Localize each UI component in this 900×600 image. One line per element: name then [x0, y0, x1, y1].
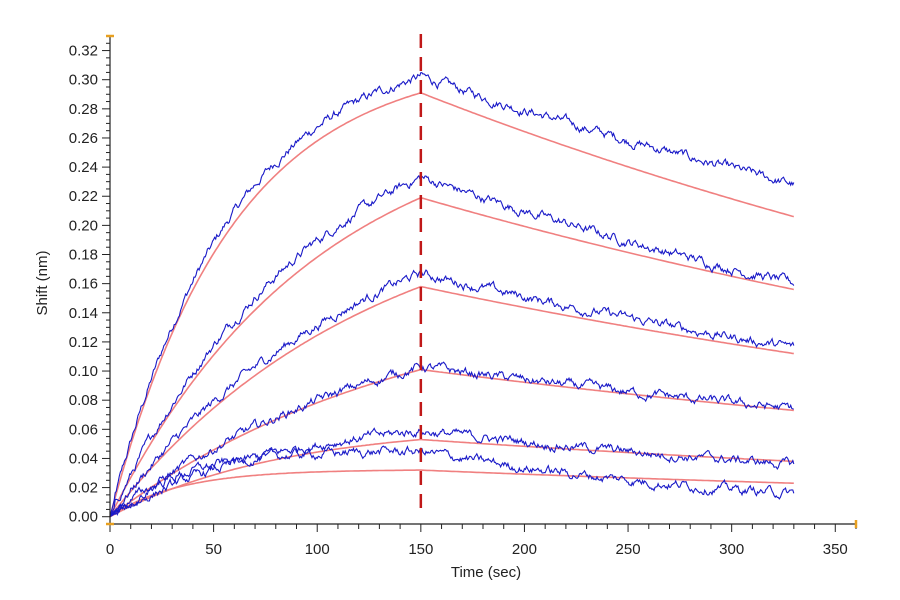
- y-tick-label: 0.32: [69, 43, 98, 60]
- fit-curve-3: [109, 285, 794, 518]
- x-axis-title: Time (sec): [451, 564, 521, 581]
- y-axis-ticks: 0.00 0.02 0.04 0.06 0.08 0.10 0.12 0.14 0.16 0.18…: [69, 35, 110, 526]
- y-tick-label: 0.28: [69, 101, 98, 118]
- y-tick-label: 0.24: [69, 159, 98, 176]
- measured-trace-1: [109, 72, 795, 517]
- y-axis-title: Shift (nm): [34, 250, 51, 315]
- y-tick-label: 0.06: [69, 421, 98, 438]
- fit-curve-5: [109, 438, 794, 518]
- measured-trace-4: [109, 361, 794, 518]
- y-tick-label: 0.00: [69, 509, 98, 526]
- y-tick-label: 0.04: [69, 450, 98, 467]
- y-tick-label: 0.12: [69, 334, 98, 351]
- y-tick-label: 0.26: [69, 130, 98, 147]
- fit-curve-1: [109, 91, 794, 517]
- x-tick-label: 100: [305, 541, 330, 558]
- y-tick-label: 0.30: [69, 72, 98, 89]
- y-tick-label: 0.20: [69, 217, 98, 234]
- measured-trace-6: [109, 445, 795, 518]
- axis-end-markers: [106, 34, 858, 528]
- axes: 0 50 100 150 200 250 300 350 0.000.020.040.060.…: [69, 34, 858, 558]
- x-tick-label: 0: [106, 541, 114, 558]
- fit-curve-6: [109, 469, 794, 518]
- x-tick-label: 200: [512, 541, 537, 558]
- x-tick-label: 50: [205, 541, 222, 558]
- x-tick-label: 250: [616, 541, 641, 558]
- measured-trace-3: [109, 269, 795, 518]
- measured-trace-2: [109, 174, 795, 517]
- fit-curve-2: [109, 196, 794, 518]
- y-tick-label: 0.10: [69, 363, 98, 380]
- y-tick-label: 0.22: [69, 188, 98, 205]
- y-tick-label: 0.08: [69, 392, 98, 409]
- y-tick-label: 0.18: [69, 247, 98, 264]
- measured-traces: [109, 72, 795, 518]
- y-tick-label: 0.16: [69, 276, 98, 293]
- x-tick-label: 300: [719, 541, 744, 558]
- x-tick-label: 150: [408, 541, 433, 558]
- x-tick-label: 350: [823, 541, 848, 558]
- y-tick-label: 0.14: [69, 305, 98, 322]
- measured-trace-5: [109, 427, 795, 518]
- fit-curve-4: [109, 368, 794, 518]
- y-tick-label: 0.02: [69, 480, 98, 497]
- x-axis-ticks: 0 50 100 150 200 250 300 350: [106, 524, 857, 558]
